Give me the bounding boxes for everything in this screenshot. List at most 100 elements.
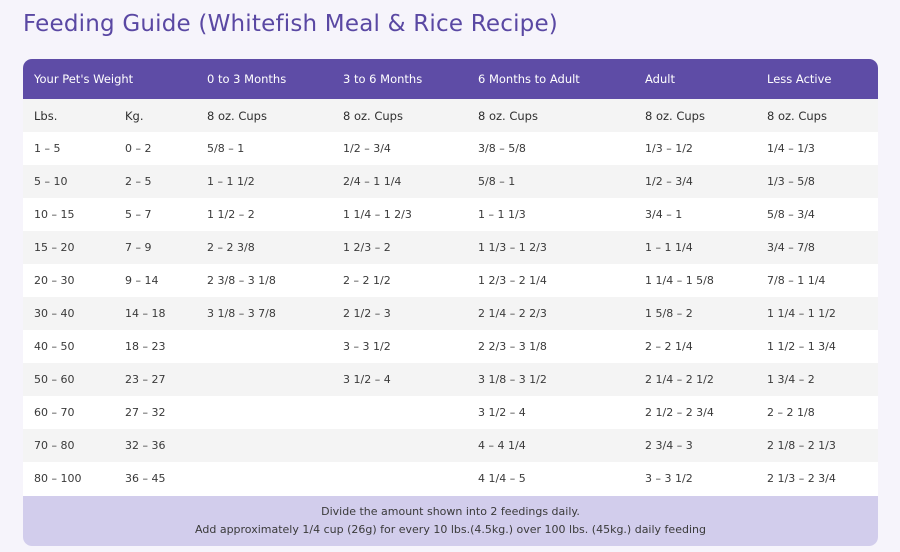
cell-0-3-months: 1 1/2 – 2 <box>207 208 255 221</box>
cell-kg: 2 – 5 <box>125 175 152 188</box>
unit-kg: Kg. <box>125 108 144 123</box>
cell-adult: 2 1/4 – 2 1/2 <box>645 373 714 386</box>
cell-0-3-months: 5/8 – 1 <box>207 142 245 155</box>
cell-6-months-adult: 2 2/3 – 3 1/8 <box>478 340 547 353</box>
cell-6-months-adult: 5/8 – 1 <box>478 175 516 188</box>
header-0-3-months: 0 to 3 Months <box>207 72 287 86</box>
cell-0-3-months: 3 1/8 – 3 7/8 <box>207 307 276 320</box>
unit-cups: 8 oz. Cups <box>478 108 538 123</box>
cell-3-6-months: 3 1/2 – 4 <box>343 373 391 386</box>
cell-3-6-months: 2 1/2 – 3 <box>343 307 391 320</box>
header-pet-weight: Your Pet's Weight <box>34 72 134 86</box>
cell-less-active: 3/4 – 7/8 <box>767 241 815 254</box>
cell-lbs: 70 – 80 <box>34 439 75 452</box>
header-adult: Adult <box>645 72 675 86</box>
cell-adult: 1 5/8 – 2 <box>645 307 693 320</box>
table-header-row: Your Pet's Weight 0 to 3 Months 3 to 6 M… <box>23 59 878 99</box>
feeding-footnote: Divide the amount shown into 2 feedings … <box>23 496 878 546</box>
cell-adult: 3 – 3 1/2 <box>645 472 693 485</box>
table-row: 60 – 70 27 – 32 3 1/2 – 4 2 1/2 – 2 3/4 … <box>23 396 878 429</box>
footnote-line: Add approximately 1/4 cup (26g) for ever… <box>195 523 706 536</box>
cell-kg: 7 – 9 <box>125 241 152 254</box>
table-row: 30 – 40 14 – 18 3 1/8 – 3 7/8 2 1/2 – 3 … <box>23 297 878 330</box>
cell-lbs: 15 – 20 <box>34 241 75 254</box>
unit-cups: 8 oz. Cups <box>207 108 267 123</box>
cell-lbs: 30 – 40 <box>34 307 75 320</box>
cell-0-3-months: 1 – 1 1/2 <box>207 175 255 188</box>
cell-0-3-months: 2 – 2 3/8 <box>207 241 255 254</box>
table-row: 10 – 15 5 – 7 1 1/2 – 2 1 1/4 – 1 2/3 1 … <box>23 198 878 231</box>
cell-6-months-adult: 2 1/4 – 2 2/3 <box>478 307 547 320</box>
footnote-line: Divide the amount shown into 2 feedings … <box>321 505 580 518</box>
cell-adult: 1 1/4 – 1 5/8 <box>645 274 714 287</box>
header-3-6-months: 3 to 6 Months <box>343 72 423 86</box>
unit-cups: 8 oz. Cups <box>645 108 705 123</box>
unit-cups: 8 oz. Cups <box>767 108 827 123</box>
cell-6-months-adult: 4 1/4 – 5 <box>478 472 526 485</box>
cell-adult: 2 3/4 – 3 <box>645 439 693 452</box>
units-row: Lbs. Kg. 8 oz. Cups 8 oz. Cups 8 oz. Cup… <box>23 99 878 132</box>
cell-less-active: 5/8 – 3/4 <box>767 208 815 221</box>
cell-6-months-adult: 1 2/3 – 2 1/4 <box>478 274 547 287</box>
cell-adult: 3/4 – 1 <box>645 208 683 221</box>
feeding-table: Your Pet's Weight 0 to 3 Months 3 to 6 M… <box>23 59 878 546</box>
cell-6-months-adult: 3/8 – 5/8 <box>478 142 526 155</box>
cell-kg: 5 – 7 <box>125 208 152 221</box>
cell-kg: 32 – 36 <box>125 439 166 452</box>
cell-adult: 1 – 1 1/4 <box>645 241 693 254</box>
header-less-active: Less Active <box>767 72 832 86</box>
table-row: 20 – 30 9 – 14 2 3/8 – 3 1/8 2 – 2 1/2 1… <box>23 264 878 297</box>
cell-less-active: 1 3/4 – 2 <box>767 373 815 386</box>
cell-3-6-months: 1 1/4 – 1 2/3 <box>343 208 412 221</box>
cell-6-months-adult: 3 1/2 – 4 <box>478 406 526 419</box>
cell-less-active: 1 1/4 – 1 1/2 <box>767 307 836 320</box>
cell-lbs: 60 – 70 <box>34 406 75 419</box>
cell-lbs: 50 – 60 <box>34 373 75 386</box>
cell-lbs: 1 – 5 <box>34 142 61 155</box>
cell-lbs: 20 – 30 <box>34 274 75 287</box>
unit-lbs: Lbs. <box>34 108 58 123</box>
cell-lbs: 5 – 10 <box>34 175 68 188</box>
cell-3-6-months: 2 – 2 1/2 <box>343 274 391 287</box>
page-title: Feeding Guide (Whitefish Meal & Rice Rec… <box>23 11 558 37</box>
cell-adult: 2 – 2 1/4 <box>645 340 693 353</box>
cell-adult: 1/2 – 3/4 <box>645 175 693 188</box>
cell-3-6-months: 2/4 – 1 1/4 <box>343 175 402 188</box>
cell-kg: 23 – 27 <box>125 373 166 386</box>
table-row: 15 – 20 7 – 9 2 – 2 3/8 1 2/3 – 2 1 1/3 … <box>23 231 878 264</box>
cell-3-6-months: 1/2 – 3/4 <box>343 142 391 155</box>
cell-kg: 27 – 32 <box>125 406 166 419</box>
table-row: 50 – 60 23 – 27 3 1/2 – 4 3 1/8 – 3 1/2 … <box>23 363 878 396</box>
table-row: 80 – 100 36 – 45 4 1/4 – 5 3 – 3 1/2 2 1… <box>23 462 878 495</box>
cell-6-months-adult: 1 1/3 – 1 2/3 <box>478 241 547 254</box>
cell-3-6-months: 1 2/3 – 2 <box>343 241 391 254</box>
table-row: 40 – 50 18 – 23 3 – 3 1/2 2 2/3 – 3 1/8 … <box>23 330 878 363</box>
cell-lbs: 80 – 100 <box>34 472 82 485</box>
cell-less-active: 2 – 2 1/8 <box>767 406 815 419</box>
cell-less-active: 1/4 – 1/3 <box>767 142 815 155</box>
cell-less-active: 7/8 – 1 1/4 <box>767 274 826 287</box>
cell-kg: 36 – 45 <box>125 472 166 485</box>
table-row: 70 – 80 32 – 36 4 – 4 1/4 2 3/4 – 3 2 1/… <box>23 429 878 462</box>
cell-6-months-adult: 4 – 4 1/4 <box>478 439 526 452</box>
cell-kg: 18 – 23 <box>125 340 166 353</box>
cell-less-active: 2 1/8 – 2 1/3 <box>767 439 836 452</box>
header-6-months-adult: 6 Months to Adult <box>478 72 580 86</box>
cell-adult: 1/3 – 1/2 <box>645 142 693 155</box>
cell-0-3-months: 2 3/8 – 3 1/8 <box>207 274 276 287</box>
cell-less-active: 1/3 – 5/8 <box>767 175 815 188</box>
cell-lbs: 10 – 15 <box>34 208 75 221</box>
unit-cups: 8 oz. Cups <box>343 108 403 123</box>
cell-6-months-adult: 3 1/8 – 3 1/2 <box>478 373 547 386</box>
table-row: 5 – 10 2 – 5 1 – 1 1/2 2/4 – 1 1/4 5/8 –… <box>23 165 878 198</box>
cell-kg: 0 – 2 <box>125 142 152 155</box>
cell-adult: 2 1/2 – 2 3/4 <box>645 406 714 419</box>
cell-lbs: 40 – 50 <box>34 340 75 353</box>
cell-less-active: 1 1/2 – 1 3/4 <box>767 340 836 353</box>
cell-kg: 14 – 18 <box>125 307 166 320</box>
table-row: 1 – 5 0 – 2 5/8 – 1 1/2 – 3/4 3/8 – 5/8 … <box>23 132 878 165</box>
cell-less-active: 2 1/3 – 2 3/4 <box>767 472 836 485</box>
cell-3-6-months: 3 – 3 1/2 <box>343 340 391 353</box>
cell-6-months-adult: 1 – 1 1/3 <box>478 208 526 221</box>
cell-kg: 9 – 14 <box>125 274 159 287</box>
